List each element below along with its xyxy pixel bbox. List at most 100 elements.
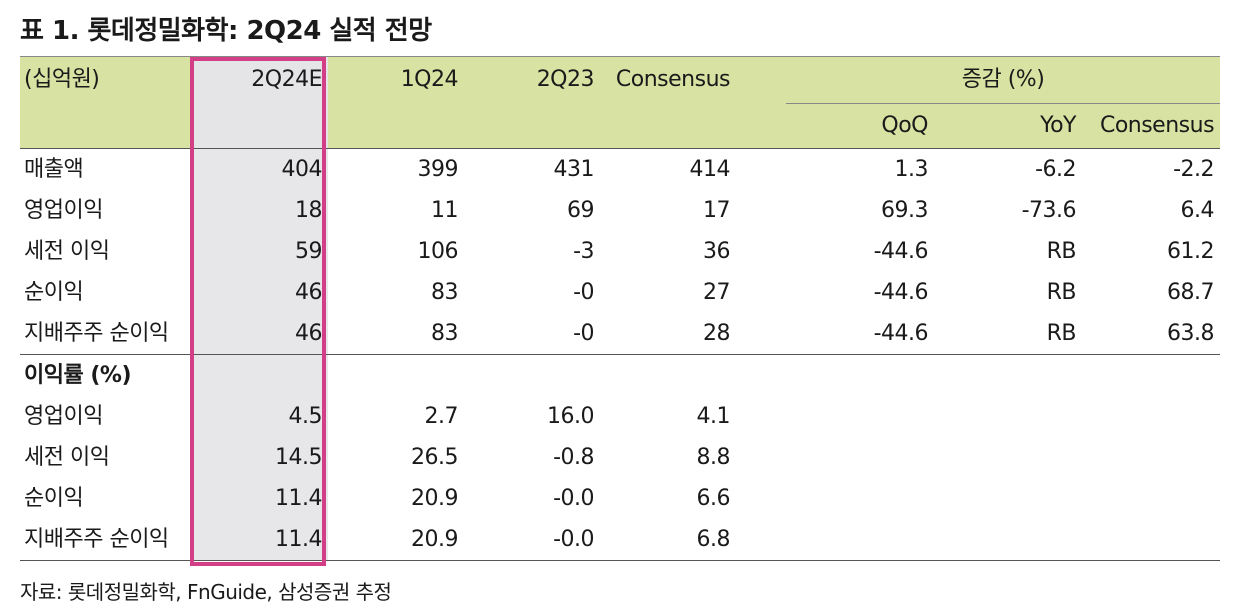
row-label: 세전 이익 [24,445,110,470]
column-header-2q23: 2Q23 [464,56,600,104]
subheader-blank [736,103,786,149]
cell-value: 14.5 [192,437,328,478]
section-header-row: 이익률 (%) [20,354,1221,396]
empty-cell [934,478,1082,519]
cell-change: -44.6 [873,239,929,264]
cell-value: 26.5 [411,445,458,470]
empty-cell [1082,396,1220,437]
row-label: 매출액 [24,157,84,182]
header-row: (십억원) 2Q24E 1Q24 2Q23 Consensus 증감 (%) [20,56,1221,104]
section-blank [736,354,786,396]
subheader-blank [600,103,736,149]
cell-value: 414 [689,157,731,182]
row-label: 지배주주 순이익 [24,321,169,346]
cell-value: 11 [431,198,459,223]
cell-value: 20.9 [328,519,464,561]
cell-value: 4.1 [696,404,731,429]
empty-cell [934,396,1082,437]
cell-change: 63.8 [1167,321,1215,346]
row-label: 순이익 [24,486,84,511]
cell-value: 8.8 [696,445,731,470]
cell-value: 17 [703,198,731,223]
cell-value: 11.4 [192,519,328,561]
section-blank [1082,354,1221,396]
cell-value: -0.0 [553,486,594,511]
margin-section-title: 이익률 (%) [20,354,192,396]
cell-value: 28 [703,321,731,346]
cell-change: 68.7 [1167,280,1215,305]
gap-cell [736,396,786,437]
cell-value: -0 [573,280,594,305]
cell-value: 404 [192,148,328,190]
column-header-yoy: YoY [934,103,1082,149]
cell-value: -0 [573,321,594,346]
section-blank [328,354,464,396]
subheader-blank [20,103,192,149]
cell-change: 1.3 [894,157,929,182]
gap-cell [736,313,786,355]
empty-cell [1082,437,1220,478]
row-label: 순이익 [24,280,84,305]
row-label: 영업이익 [24,198,103,223]
table-row: 영업이익 4.5 2.7 16.0 4.1 [20,396,1220,437]
change-group-header: 증감 (%) [786,56,1221,104]
cell-value: 83 [431,321,459,346]
section-blank [464,354,600,396]
cell-value: -3 [573,239,594,264]
empty-cell [1082,519,1221,561]
empty-cell [786,478,934,519]
gap-cell [736,437,786,478]
earnings-table: (십억원) 2Q24E 1Q24 2Q23 Consensus 증감 (%) Q… [20,56,1221,561]
cell-value: 20.9 [411,486,458,511]
empty-cell [786,519,934,561]
empty-cell [786,437,934,478]
table-row: 지배주주 순이익 11.4 20.9 -0.0 6.8 [20,519,1221,561]
cell-value: -0.8 [553,445,594,470]
cell-change: 6.4 [1180,198,1215,223]
cell-value: 36 [703,239,731,264]
column-header-qoq: QoQ [786,103,934,149]
section-blank [934,354,1082,396]
cell-value: 11.4 [192,478,328,519]
column-header-consensus-change: Consensus [1082,103,1221,149]
cell-value: -0.0 [464,519,600,561]
column-header-consensus: Consensus [600,56,736,104]
section-blank [600,354,736,396]
cell-value: 399 [417,157,459,182]
row-label: 지배주주 순이익 [20,519,192,561]
cell-change: 61.2 [1167,239,1215,264]
column-header-1q24: 1Q24 [328,56,464,104]
cell-value: 59 [192,231,328,272]
cell-change: -73.6 [1021,198,1077,223]
table-row: 세전 이익 14.5 26.5 -0.8 8.8 [20,437,1220,478]
gap-cell [736,272,786,313]
subheader-blank [328,103,464,149]
cell-value: 46 [192,313,328,355]
gap-cell [736,519,786,561]
cell-change: RB [1046,280,1077,305]
subheader-blank [464,103,600,149]
source-note: 자료: 롯데정밀화학, FnGuide, 삼성증권 추정 [20,580,392,604]
cell-value: 46 [192,272,328,313]
subheader-row: QoQ YoY Consensus [20,103,1221,149]
cell-change: RB [1046,239,1077,264]
gap-cell [736,149,786,191]
empty-cell [934,437,1082,478]
subheader-blank-hl [192,103,328,149]
empty-cell [1082,478,1220,519]
cell-value: 431 [553,157,595,182]
section-blank [786,354,934,396]
gap-cell [736,478,786,519]
cell-change: -44.6 [873,321,929,346]
cell-change: -2.2 [1173,157,1215,182]
table-row: 매출액 404 399 431 414 1.3 -6.2 -2.2 [20,148,1220,191]
empty-cell [934,519,1082,561]
section-blank-hl [192,354,328,396]
cell-value: 18 [192,190,328,231]
row-label: 세전 이익 [24,239,110,264]
cell-value: 4.5 [192,396,328,437]
gap-cell [736,190,786,231]
cell-value: 69 [567,198,595,223]
cell-change: -44.6 [873,280,929,305]
gap-cell [736,231,786,272]
